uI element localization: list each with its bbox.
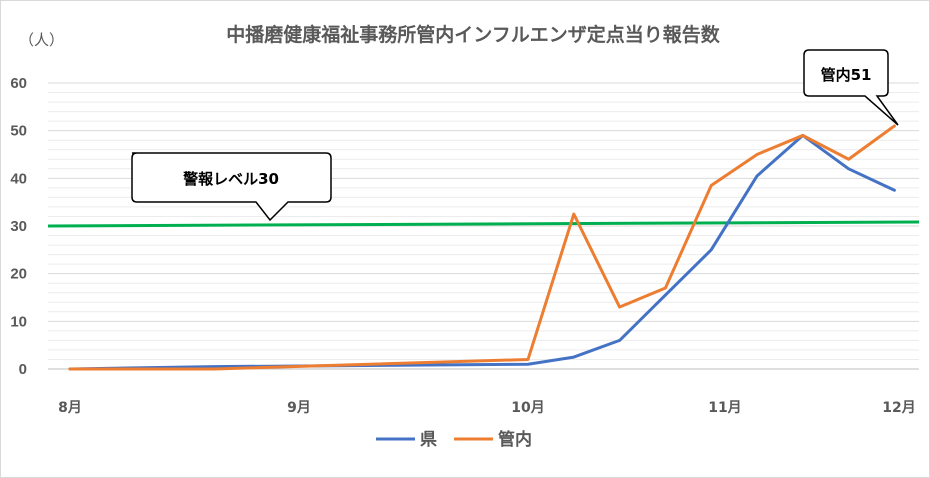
callout-alert-level: 警報レベル30 [131,152,332,222]
y-tick-label: 20 [10,266,27,283]
alert-threshold-line [47,220,920,228]
threshold-layer [47,220,920,228]
y-axis-unit-label: （人） [19,31,64,49]
y-axis-ticks: 0 10 20 30 40 50 60 [10,75,27,378]
series-line-ken [68,133,896,371]
callout-kannai-51-text: 管内51 [821,66,872,84]
x-axis-ticks: 8月 9月 10月 11月 12月 [58,400,916,416]
series-layer [68,124,896,371]
x-tick-label: 10月 [511,400,544,416]
legend: 県 管内 [376,429,532,450]
y-tick-label: 10 [10,313,27,330]
callout-kannai-51-box [803,49,899,126]
legend-label-kannai: 管内 [498,429,532,450]
chart-title: 中播磨健康福祉事務所管内インフルエンザ定点当り報告数 [226,23,720,46]
callout-kannai-51: 管内51 [803,49,899,126]
x-tick-label: 8月 [58,400,82,416]
callout-alert-level-text: 警報レベル30 [182,170,279,188]
y-tick-label: 50 [10,123,27,140]
y-tick-label: 40 [10,170,27,187]
x-tick-label: 9月 [287,400,311,416]
y-tick-label: 30 [10,218,27,235]
legend-label-ken: 県 [420,430,437,450]
x-tick-label: 11月 [708,400,741,416]
y-tick-label: 60 [10,75,27,92]
minor-gridlines [48,92,919,360]
y-tick-label: 0 [19,361,27,378]
series-line-kannai [68,124,896,371]
callout-alert-level-box [131,152,332,222]
x-tick-label: 12月 [882,400,915,416]
